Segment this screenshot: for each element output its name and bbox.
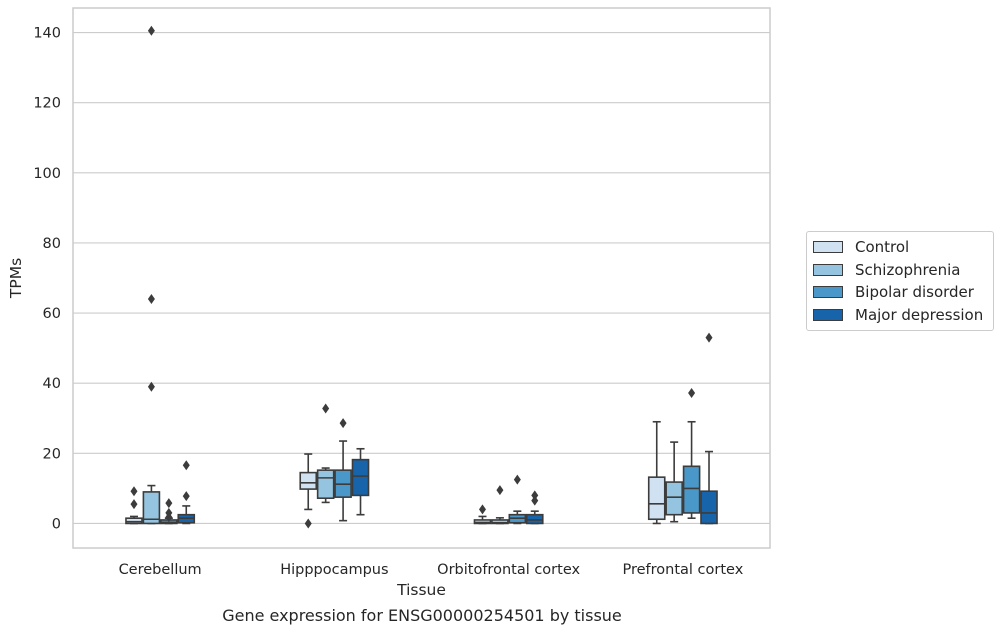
box-3-1 — [665, 441, 683, 523]
outlier-point — [339, 418, 347, 429]
outlier-point — [531, 490, 539, 501]
box-0-0 — [125, 486, 143, 525]
outlier-point — [304, 518, 312, 529]
legend-label: Bipolar disorder — [855, 283, 974, 302]
x-axis-label: Tissue — [396, 581, 446, 599]
box-body — [647, 476, 666, 521]
box-3-3 — [700, 332, 718, 525]
legend-label: Schizophrenia — [855, 260, 961, 279]
outlier-point — [478, 504, 486, 515]
figure-caption: Gene expression for ENSG00000254501 by t… — [222, 606, 622, 625]
legend-swatch — [813, 241, 843, 254]
legend-item: Major depression — [807, 304, 993, 327]
y-tick-label: 140 — [33, 26, 61, 42]
outlier-point — [165, 507, 173, 518]
legend-swatch — [813, 286, 843, 299]
box-body — [351, 458, 370, 497]
legend-item: Schizophrenia — [807, 259, 993, 282]
box-0-2 — [160, 498, 178, 525]
box-body — [700, 490, 718, 525]
outlier-point — [322, 403, 330, 414]
y-tick-label: 100 — [33, 166, 61, 182]
y-tick-label: 0 — [52, 516, 61, 532]
box-body — [142, 491, 161, 525]
legend-label: Control — [855, 238, 910, 257]
outlier-point — [531, 495, 539, 506]
outlier-point — [147, 25, 155, 36]
box-2-2 — [508, 474, 527, 525]
legend-item: Control — [807, 236, 993, 259]
box-1-1 — [316, 403, 335, 504]
x-tick-label: Hipppocampus — [280, 562, 388, 578]
legend-item: Bipolar disorder — [807, 281, 993, 304]
outlier-point — [130, 499, 138, 510]
outlier-point — [147, 294, 155, 305]
legend: Control Schizophrenia Bipolar disorder Majo… — [806, 231, 994, 331]
x-tick-label: Cerebellum — [119, 562, 202, 578]
outlier-point — [688, 388, 696, 399]
box-2-1 — [491, 485, 509, 525]
outlier-point — [130, 486, 138, 497]
box-body — [682, 465, 701, 514]
box-body — [125, 517, 143, 525]
box-0-3 — [177, 460, 196, 525]
outlier-point — [165, 498, 173, 509]
y-tick-label: 60 — [43, 306, 61, 322]
outlier-point — [182, 460, 190, 471]
box-0-1 — [142, 25, 161, 525]
box-body — [525, 513, 544, 525]
outlier-point — [705, 332, 713, 343]
y-tick-label: 120 — [33, 96, 61, 112]
y-tick-label: 80 — [43, 236, 61, 252]
y-axis-label: TPMs — [7, 258, 25, 299]
legend-swatch — [813, 263, 843, 276]
legend-swatch — [813, 308, 843, 321]
y-tick-label: 40 — [43, 376, 61, 392]
box-body — [665, 481, 683, 516]
legend-label: Major depression — [855, 305, 984, 324]
outlier-point — [513, 474, 521, 485]
x-tick-label: Prefrontal cortex — [622, 562, 743, 578]
box-1-0 — [299, 453, 318, 529]
box-3-0 — [647, 420, 666, 525]
box-1-3 — [351, 447, 370, 516]
box-2-3 — [525, 490, 544, 525]
plot-area — [73, 8, 770, 548]
box-2-0 — [473, 504, 492, 525]
box-3-2 — [682, 388, 701, 519]
y-tick-label: 20 — [43, 446, 61, 462]
box-1-2 — [334, 418, 352, 522]
outlier-point — [147, 381, 155, 392]
x-tick-label: Orbitofrontal cortex — [437, 562, 580, 578]
plot-frame — [72, 7, 771, 549]
outlier-point — [496, 485, 504, 496]
box-body — [316, 469, 335, 500]
outlier-point — [182, 491, 190, 502]
box-body — [299, 471, 318, 490]
